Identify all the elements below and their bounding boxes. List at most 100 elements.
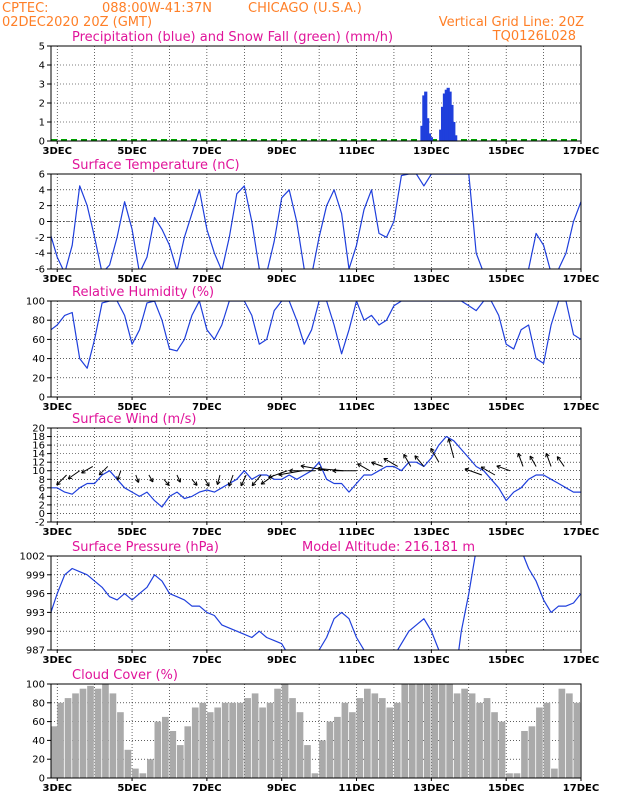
x-tick-label: 11DEC: [338, 655, 374, 666]
x-tick-label: 11DEC: [338, 402, 374, 413]
y-tick-label: 80: [32, 316, 45, 327]
y-tick-label: 16: [32, 441, 45, 452]
cloud-bar: [191, 707, 199, 778]
x-tick-label: 17DEC: [563, 146, 599, 157]
cloud-bar: [132, 768, 139, 778]
precip-bar: [440, 106, 445, 141]
cloud-bar: [498, 721, 506, 778]
x-tick-label: 15DEC: [488, 402, 524, 413]
y-tick-label: 4: [39, 61, 45, 72]
y-tick-label: 987: [26, 646, 45, 657]
wind-arrow: [251, 474, 262, 487]
wind-arrow: [517, 452, 524, 467]
plot-area-2: [51, 301, 581, 369]
header-location: CHICAGO (U.S.A.): [248, 1, 362, 16]
cloud-bar: [214, 707, 222, 778]
x-tick-label: 9DEC: [267, 655, 296, 666]
panel-title-5: Cloud Cover (%): [72, 668, 178, 683]
x-tick-label: 15DEC: [488, 655, 524, 666]
x-tick-label: 11DEC: [338, 783, 374, 794]
cloud-bar: [334, 716, 341, 778]
cloud-bar: [364, 688, 371, 778]
y-tick-label: 20: [32, 373, 45, 384]
x-tick-label: 9DEC: [267, 146, 296, 157]
cloud-bar: [476, 702, 483, 778]
panel-frame: [50, 300, 582, 398]
x-tick-label: 5DEC: [117, 402, 146, 413]
cloud-bar: [491, 712, 498, 778]
y-tick-label: 20: [32, 755, 45, 766]
cloud-bar: [506, 773, 513, 778]
cloud-bar: [453, 693, 461, 778]
precip-bar: [450, 104, 454, 141]
panel-annotation-4: Model Altitude: 216.181 m: [302, 540, 475, 555]
x-tick-label: 17DEC: [563, 402, 599, 413]
wind-arrow: [163, 478, 170, 486]
x-tick-label: 7DEC: [192, 402, 221, 413]
x-tick-label: 7DEC: [192, 146, 221, 157]
cloud-bar: [87, 685, 94, 778]
series-line-4: [51, 556, 581, 650]
cloud-bar: [229, 702, 236, 778]
cloud-bar: [341, 702, 349, 778]
y-tick-label: 12: [32, 458, 45, 469]
wind-arrow: [176, 474, 182, 483]
y-tick-label: 2: [39, 99, 45, 110]
x-tick-label: 7DEC: [192, 783, 221, 794]
x-tick-label: 15DEC: [488, 527, 524, 538]
header-code: TQ0126L028: [492, 29, 576, 44]
x-tick-label: 9DEC: [267, 783, 296, 794]
cloud-bar: [281, 684, 289, 778]
series-line-3: [51, 435, 581, 508]
wind-arrow: [430, 447, 440, 463]
cloud-bar: [566, 693, 573, 778]
wind-arrow: [191, 478, 198, 486]
panel-frame: [50, 173, 582, 270]
x-tick-label: 15DEC: [488, 783, 524, 794]
x-tick-label: 11DEC: [338, 274, 374, 285]
cloud-bar: [423, 684, 431, 778]
x-tick-label: 9DEC: [267, 402, 296, 413]
wind-arrow: [300, 464, 329, 472]
wind-arrow: [556, 456, 565, 467]
cloud-bar: [311, 773, 319, 778]
x-tick-label: 17DEC: [563, 527, 599, 538]
cloud-bar: [461, 688, 468, 778]
wind-arrow: [332, 468, 357, 474]
cloud-bar: [266, 702, 274, 778]
x-tick-label: 3DEC: [43, 274, 72, 285]
x-tick-label: 3DEC: [43, 655, 72, 666]
y-tick-label: 18: [32, 432, 45, 443]
y-tick-label: 1: [39, 118, 45, 129]
y-tick-label: 4: [39, 492, 45, 503]
cloud-bar: [184, 726, 192, 778]
cloud-bar: [274, 688, 281, 778]
header-grid-note: Vertical Grid Line: 20Z: [439, 15, 584, 30]
precip-bar: [429, 137, 433, 141]
x-tick-label: 13DEC: [413, 655, 449, 666]
wind-arrow: [240, 474, 247, 487]
x-tick-label: 9DEC: [267, 274, 296, 285]
panel-1: Surface Temperature (nC) -6 -4 -2 0 2 4 6 3DEC 5D…: [35, 158, 599, 285]
panel-4: Surface Pressure (hPa) Model Altitude: 21…: [20, 540, 600, 666]
y-tick-label: 990: [26, 627, 45, 638]
cloud-bar: [573, 702, 581, 778]
panel-2: Relative Humidity (%) 0 20 40 60 80 100 3DEC 5DE…: [26, 285, 599, 413]
y-tick-label: 2: [39, 500, 45, 511]
cloud-bar: [161, 716, 169, 778]
y-tick-label: 0: [39, 393, 45, 404]
plot-area-0: [51, 87, 581, 141]
y-tick-label: 14: [32, 449, 45, 460]
wind-arrow: [464, 467, 483, 476]
cloud-bar: [51, 726, 58, 778]
x-tick-label: 3DEC: [43, 402, 72, 413]
cloud-bar: [244, 698, 251, 778]
precip-bar: [426, 118, 430, 141]
cloud-bar: [416, 684, 424, 778]
wind-arrow: [403, 453, 412, 467]
wind-arrow: [371, 461, 383, 467]
y-tick-label: 100: [26, 680, 45, 691]
